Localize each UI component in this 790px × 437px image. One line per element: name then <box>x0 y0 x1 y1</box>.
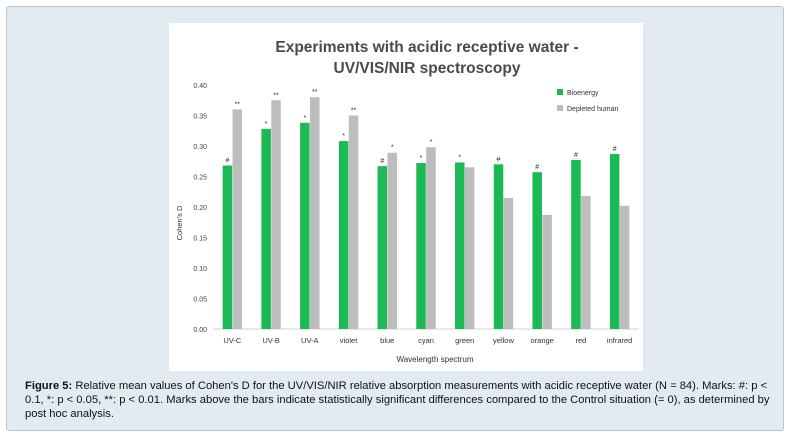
significance-mark: ** <box>235 101 241 108</box>
significance-mark: # <box>380 158 384 165</box>
significance-mark: # <box>535 164 539 171</box>
x-tick-label: blue <box>380 336 394 345</box>
significance-mark: * <box>430 139 433 146</box>
significance-mark: * <box>458 154 461 161</box>
bar-bioenergy <box>261 128 271 329</box>
significance-mark: * <box>420 155 423 162</box>
bar-bioenergy <box>222 165 233 329</box>
bar-depleted-human <box>542 214 552 329</box>
bar-bioenergy <box>493 164 504 329</box>
bar-depleted-human <box>619 205 630 329</box>
y-tick-label: 0.30 <box>193 144 207 151</box>
significance-mark: * <box>304 115 307 122</box>
x-tick-label: violet <box>340 336 358 345</box>
significance-mark: # <box>225 158 229 165</box>
significance-mark: ** <box>351 108 357 115</box>
chart-title-line-2: UV/VIS/NIR spectroscopy <box>334 60 521 77</box>
bar-depleted-human <box>426 147 436 329</box>
bar-depleted-human <box>387 152 397 329</box>
y-tick-label: 0.05 <box>193 297 207 304</box>
bar-bioenergy <box>416 163 426 329</box>
legend-swatch <box>557 105 563 111</box>
legend-label: Depleted human <box>567 106 618 113</box>
significance-mark: ** <box>273 92 279 99</box>
x-tick-label: infrared <box>607 336 632 345</box>
x-tick-label: green <box>455 336 474 345</box>
bar-bioenergy <box>455 162 465 329</box>
significance-mark: # <box>574 152 578 159</box>
bar-bioenergy <box>571 160 581 329</box>
bar-chart: Experiments with acidic receptive water … <box>175 39 639 364</box>
x-tick-label: red <box>575 336 586 345</box>
y-axis-label: Cohen's D <box>175 205 184 240</box>
bar-depleted-human <box>271 100 281 329</box>
significance-mark: * <box>391 145 394 152</box>
bar-depleted-human <box>464 167 475 329</box>
y-tick-label: 0.20 <box>193 205 207 212</box>
y-tick-label: 0.35 <box>193 114 207 121</box>
bar-depleted-human <box>503 197 514 329</box>
bar-bioenergy <box>532 172 542 329</box>
bar-bioenergy <box>300 122 310 329</box>
bar-depleted-human <box>348 115 359 329</box>
bar-depleted-human <box>232 109 243 330</box>
chart-panel: Experiments with acidic receptive water … <box>169 23 643 371</box>
x-tick-label: UV-B <box>262 336 280 345</box>
legend: Bioenergy Depleted human <box>557 89 618 113</box>
y-tick-label: 0.25 <box>193 175 207 182</box>
chart-title-line-1: Experiments with acidic receptive water … <box>275 39 578 56</box>
figure-frame: Experiments with acidic receptive water … <box>6 6 784 431</box>
significance-mark: # <box>497 156 501 163</box>
significance-mark: * <box>342 133 345 140</box>
significance-mark: # <box>613 146 617 153</box>
x-tick-label: orange <box>531 336 554 345</box>
y-tick-label: 0.15 <box>193 236 207 243</box>
legend-label: Bioenergy <box>567 90 599 97</box>
x-tick-label: UV-C <box>223 336 242 345</box>
significance-mark: ** <box>312 89 318 96</box>
x-tick-label: UV-A <box>301 336 319 345</box>
x-tick-label: cyan <box>418 336 434 345</box>
plot-area: 0.000.050.100.150.200.250.300.350.40#**U… <box>193 83 639 345</box>
y-tick-label: 0.10 <box>193 266 207 273</box>
x-axis-label: Wavelength spectrum <box>396 355 473 364</box>
significance-mark: * <box>265 121 268 128</box>
figure-caption: Figure 5: Relative mean values of Cohen'… <box>25 379 773 421</box>
bar-depleted-human <box>310 97 320 329</box>
y-tick-label: 0.00 <box>193 327 207 334</box>
y-tick-label: 0.40 <box>193 83 207 90</box>
bar-bioenergy <box>377 166 388 329</box>
caption-label: Figure 5: <box>25 380 73 392</box>
x-tick-label: yellow <box>493 336 514 345</box>
bar-bioenergy <box>338 141 349 329</box>
bar-bioenergy <box>609 153 620 329</box>
caption-text: Relative mean values of Cohen's D for th… <box>25 380 770 420</box>
legend-swatch <box>557 89 563 95</box>
bar-depleted-human <box>581 196 591 329</box>
